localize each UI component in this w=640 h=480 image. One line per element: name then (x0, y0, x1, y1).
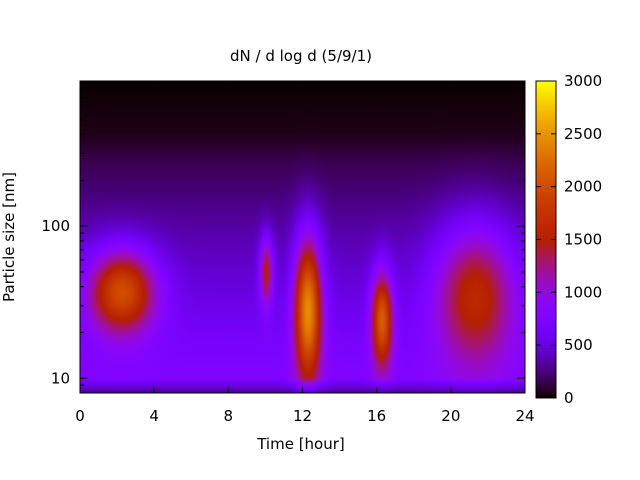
colorbar-tick-label: 2500 (564, 125, 602, 143)
x-tick-label: 12 (293, 407, 312, 425)
x-tick-label: 20 (441, 407, 460, 425)
colorbar-gradient (536, 81, 556, 398)
colorbar-tick-label: 500 (564, 336, 593, 354)
x-axis-label: Time [hour] (256, 435, 345, 453)
x-tick-label: 4 (149, 407, 159, 425)
y-tick-label: 100 (41, 217, 70, 235)
colorbar-tick-label: 1000 (564, 283, 602, 301)
x-axis-ticks: 0 4 8 12 16 20 24 (75, 81, 535, 425)
colorbar-tick-label: 0 (564, 389, 574, 407)
y-tick-label: 10 (51, 369, 70, 387)
x-tick-label: 8 (224, 407, 234, 425)
chart-title: dN / d log d (5/9/1) (230, 47, 372, 65)
colorbar-tick-label: 2000 (564, 178, 602, 196)
colorbar-tick-label: 3000 (564, 72, 602, 90)
x-tick-label: 0 (75, 407, 85, 425)
x-tick-label: 16 (367, 407, 386, 425)
y-axis-ticks: 10 100 (41, 80, 525, 394)
y-axis-label: Particle size [nm] (0, 172, 18, 302)
colorbar-tick-label: 1500 (564, 231, 602, 249)
heatmap-plot-area (79, 80, 526, 394)
x-tick-label: 24 (515, 407, 534, 425)
colorbar-ticks: 0 500 1000 1500 2000 2500 3000 (536, 72, 602, 407)
heatmap-image (80, 81, 525, 393)
colorbar: 0 500 1000 1500 2000 2500 3000 (535, 72, 602, 407)
